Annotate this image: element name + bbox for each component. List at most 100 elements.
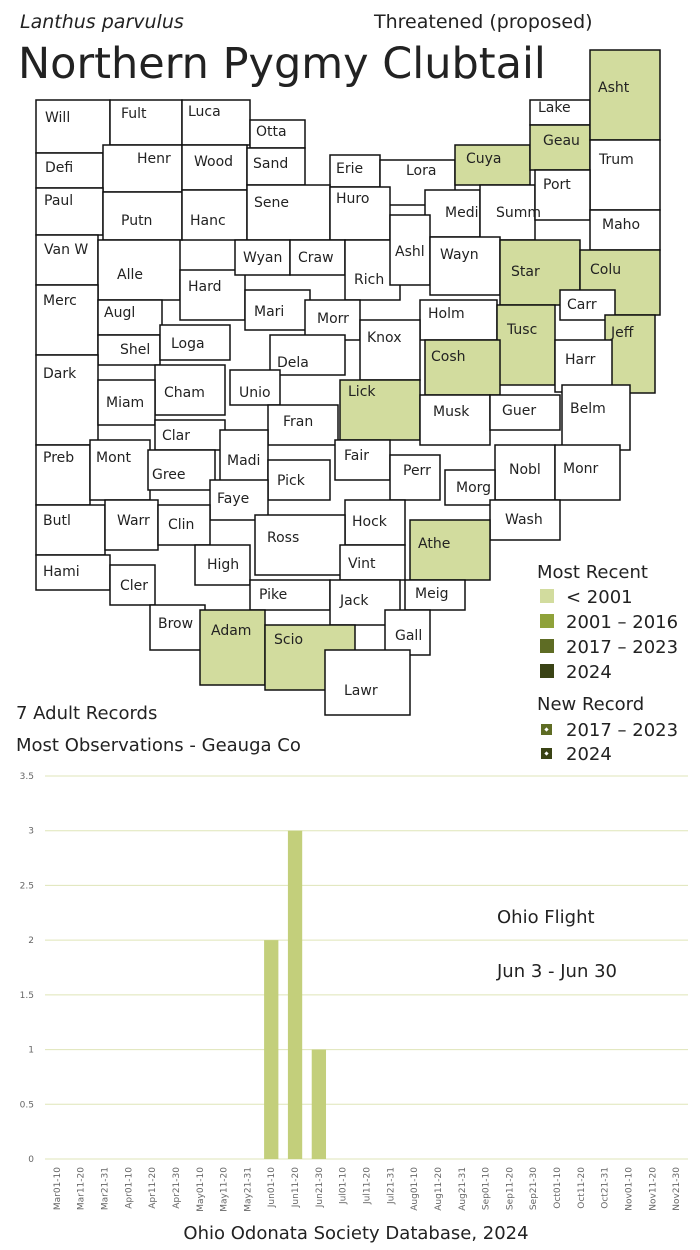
annotation: Jun 3 - Jun 30: [496, 961, 617, 982]
county: [339, 544, 406, 581]
county: [496, 304, 556, 386]
county-label: Cham: [164, 385, 205, 401]
county-label: High: [207, 557, 239, 573]
county: [234, 239, 291, 276]
x-tick-label: Jul01-10: [339, 1167, 349, 1205]
county-label: Summ: [496, 205, 541, 221]
county-label: Erie: [336, 161, 363, 177]
county: [194, 544, 251, 586]
county-label: Van W: [44, 242, 88, 258]
legend-label: 2017 – 2023: [566, 720, 678, 741]
county-label: Trum: [598, 152, 634, 168]
county: [589, 49, 661, 141]
county-label: Jeff: [610, 325, 634, 341]
county-label: Paul: [44, 193, 73, 209]
x-tick-label: Apr11-20: [148, 1167, 158, 1209]
county-label: Star: [511, 264, 540, 280]
county-label: Ashl: [395, 244, 425, 260]
county-label: Wood: [194, 154, 233, 170]
y-tick-label: 3.5: [20, 772, 34, 782]
county-label: Scio: [274, 632, 303, 648]
y-tick-label: 0: [28, 1155, 34, 1165]
legend-label: 2024: [566, 744, 612, 765]
x-tick-label: Sep01-10: [482, 1167, 492, 1210]
annotation: Ohio Flight: [497, 907, 595, 928]
county: [179, 269, 246, 321]
x-tick-label: Jul11-20: [363, 1167, 373, 1205]
county-label: Gall: [395, 628, 422, 644]
county: [159, 324, 231, 361]
legend-dot: [544, 727, 549, 732]
bar: [264, 940, 279, 1159]
county: [554, 444, 621, 501]
legend-label: 2017 – 2023: [566, 637, 678, 658]
county-label: Loga: [171, 336, 205, 352]
county-label: Putn: [121, 213, 152, 229]
species: Lanthus parvulus: [20, 11, 184, 33]
county-label: Madi: [227, 453, 260, 469]
county: [267, 459, 331, 501]
county-label: Mont: [96, 450, 132, 466]
note: Most Observations - Geauga Co: [16, 735, 301, 756]
county: [244, 289, 311, 331]
county-label: Clar: [162, 428, 190, 444]
county-label: Miam: [106, 395, 144, 411]
y-tick-label: 1: [28, 1046, 34, 1056]
county: [181, 189, 248, 241]
x-tick-label: Jun11-20: [291, 1167, 301, 1208]
county-label: Cuya: [466, 151, 502, 167]
county-label: Colu: [590, 262, 621, 278]
county: [389, 214, 431, 286]
x-tick-label: Nov11-20: [648, 1167, 658, 1211]
county: [344, 499, 406, 546]
legend-label: < 2001: [566, 587, 633, 608]
county-label: Cler: [120, 578, 148, 594]
county: [589, 209, 661, 251]
county: [489, 394, 561, 431]
county-label: Wash: [505, 512, 543, 528]
county-label: Unio: [239, 385, 271, 401]
county: [419, 394, 491, 446]
county: [479, 184, 536, 241]
county: [35, 504, 106, 556]
county: [554, 339, 613, 393]
county: [102, 144, 183, 193]
county: [254, 514, 346, 576]
county-label: Butl: [43, 513, 71, 529]
county-label: Gree: [152, 467, 186, 483]
county: [529, 99, 591, 126]
county-label: Lick: [348, 384, 376, 400]
county: [35, 554, 111, 591]
county-label: Huro: [336, 191, 369, 207]
x-tick-label: Apr01-10: [124, 1167, 134, 1209]
x-tick-label: Oct01-10: [553, 1167, 563, 1209]
county-label: Nobl: [509, 462, 541, 478]
county: [424, 189, 481, 238]
map: Will Fult Luca Otta Defi Henr Wood Sand Erie Lora…: [35, 49, 661, 716]
county-label: Knox: [367, 330, 401, 346]
county-label: Pick: [277, 473, 306, 489]
county: [589, 139, 661, 211]
county-label: Belm: [570, 401, 606, 417]
county: [109, 99, 183, 146]
county: [199, 609, 266, 686]
county-label: Dela: [277, 355, 309, 371]
county-label: Pike: [259, 587, 287, 603]
county: [444, 469, 496, 506]
county: [534, 169, 591, 221]
county-label: Craw: [298, 250, 334, 266]
county-label: Rich: [354, 272, 384, 288]
legend-label: 2001 – 2016: [566, 612, 678, 633]
county: [409, 519, 491, 581]
legend-dot: [544, 751, 549, 756]
x-tick-label: Jun21-30: [315, 1167, 325, 1208]
county: [429, 236, 501, 296]
county-label: Musk: [433, 404, 470, 420]
county-label: Otta: [256, 124, 287, 140]
county-label: Wayn: [440, 247, 479, 263]
county: [229, 369, 281, 406]
county: [289, 239, 346, 276]
county: [324, 649, 411, 716]
county-label: Merc: [43, 293, 77, 309]
county: [89, 439, 151, 501]
